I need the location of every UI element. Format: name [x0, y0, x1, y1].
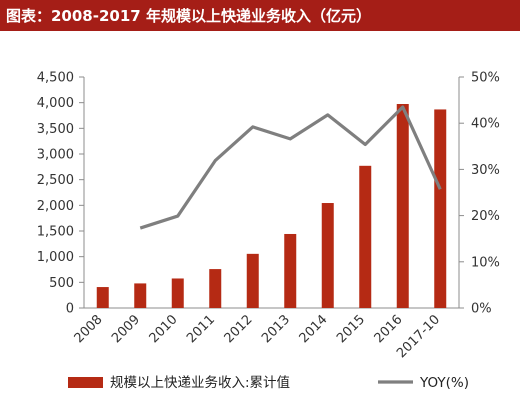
x-tick-label: 2012	[222, 312, 256, 346]
chart-title-bar: 图表：2008-2017 年规模以上快递业务收入（亿元）	[0, 0, 520, 31]
legend: 规模以上快递业务收入:累计值 YOY(%)	[68, 375, 469, 391]
x-tick-label: 2008	[72, 312, 106, 346]
x-tick-label: 2013	[259, 312, 293, 346]
left-tick-label: 1,000	[37, 250, 74, 265]
left-axis-ticks: 0 500 1,000 1,500 2,000 2,500 3,000 3,500 4,000 4…	[37, 71, 84, 317]
bar	[434, 109, 447, 309]
right-tick-label: 0%	[471, 302, 492, 317]
left-tick-label: 4,000	[37, 96, 74, 111]
bar	[284, 233, 297, 308]
left-tick-label: 500	[49, 276, 74, 291]
bar	[321, 203, 334, 308]
bar	[246, 253, 259, 308]
bar-series	[96, 104, 447, 309]
left-tick-label: 4,500	[37, 71, 74, 86]
x-tick-label: 2016	[372, 312, 406, 346]
bar	[209, 269, 222, 308]
left-tick-label: 2,000	[37, 199, 74, 214]
right-tick-label: 40%	[471, 117, 500, 132]
left-tick-label: 2,500	[37, 173, 74, 188]
right-tick-label: 30%	[471, 163, 500, 178]
left-tick-label: 3,000	[37, 148, 74, 163]
x-tick-label: 2011	[184, 312, 218, 346]
chart-title: 图表：2008-2017 年规模以上快递业务收入（亿元）	[6, 7, 371, 25]
bar	[359, 165, 372, 308]
line-series	[139, 105, 442, 230]
right-axis-ticks: 0% 10% 20% 30% 40% 50%	[459, 71, 500, 317]
yoy-line	[139, 105, 442, 230]
x-tick-label: 2009	[109, 312, 143, 346]
x-tick-label: 2010	[147, 312, 181, 346]
combo-chart: 0 500 1,000 1,500 2,000 2,500 3,000 3,500 4,000 4…	[37, 71, 500, 392]
bar	[396, 104, 409, 308]
bar	[96, 287, 109, 308]
x-tick-label: 2015	[334, 312, 368, 346]
chart-axes	[83, 77, 460, 309]
x-axis-ticks: 2008 2009 2010 2011 2012 2013 2014 2015 20162017…	[72, 312, 444, 361]
right-tick-label: 10%	[471, 255, 500, 270]
left-tick-label: 3,500	[37, 122, 74, 137]
legend-line-label: YOY(%)	[419, 375, 469, 391]
x-tick-label: 2014	[297, 312, 331, 346]
legend-bar-swatch	[68, 377, 103, 388]
bar	[134, 283, 147, 308]
left-tick-label: 1,500	[37, 225, 74, 240]
right-tick-label: 50%	[471, 71, 500, 86]
right-tick-label: 20%	[471, 209, 500, 224]
legend-bar-label: 规模以上快递业务收入:累计值	[110, 375, 290, 391]
bar	[171, 278, 184, 308]
left-tick-label: 0	[66, 302, 74, 317]
